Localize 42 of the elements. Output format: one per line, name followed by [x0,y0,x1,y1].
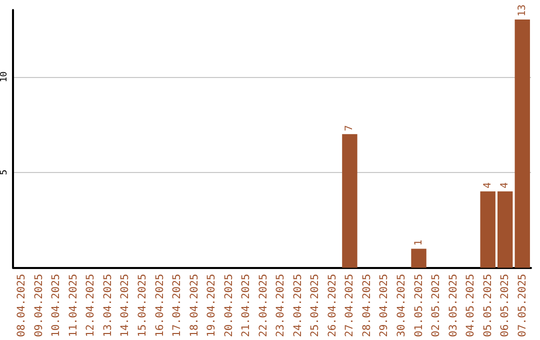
x-tick-label: 25.04.2025 [309,274,322,338]
y-tick-label: 10 [0,71,10,82]
y-tick-label: 5 [0,170,10,176]
x-tick-label: 12.04.2025 [84,274,97,338]
x-tick-label: 23.04.2025 [274,274,287,338]
x-tick-label: 27.04.2025 [344,274,356,338]
x-tick-label: 06.05.2025 [499,274,512,338]
bar [411,248,426,268]
x-tick-label: 13.04.2025 [102,274,114,338]
data-label: 4 [500,182,511,188]
x-tick-label: 24.04.2025 [292,274,304,338]
x-tick-label: 07.05.2025 [516,274,528,338]
bar [480,191,496,268]
data-label: 4 [482,182,494,188]
x-tick-label: 08.04.2025 [16,274,28,338]
x-tick-label: 04.05.2025 [464,274,477,338]
x-tick-label: 26.04.2025 [326,274,338,338]
x-tick-label: 03.05.2025 [447,274,460,338]
data-label: 13 [516,4,528,17]
x-tick-label: 15.04.2025 [136,274,148,338]
x-tick-label: 30.04.2025 [396,274,408,338]
bar [514,20,530,268]
x-tick-label: 18.04.2025 [188,274,200,338]
data-label: 1 [413,240,424,246]
x-tick-label: 20.04.2025 [222,274,235,338]
x-tick-label: 14.04.2025 [119,274,132,338]
x-tick-label: 28.04.2025 [360,274,373,338]
bar [342,134,358,268]
data-label: 7 [344,125,356,132]
x-tick-label: 11.04.2025 [67,274,80,338]
x-tick-label: 09.04.2025 [32,274,45,338]
x-tick-label: 16.04.2025 [154,274,166,338]
x-tick-label: 21.04.2025 [240,274,252,338]
x-tick-label: 29.04.2025 [378,274,390,338]
x-tick-label: 05.05.2025 [482,274,494,338]
bar [498,191,513,268]
x-tick-label: 10.04.2025 [50,274,62,338]
x-tick-label: 01.05.2025 [412,274,425,338]
x-tick-label: 22.04.2025 [257,274,270,338]
x-tick-label: 19.04.2025 [206,274,218,338]
x-tick-label: 02.05.2025 [430,274,442,338]
x-tick-label: 17.04.2025 [171,274,184,338]
